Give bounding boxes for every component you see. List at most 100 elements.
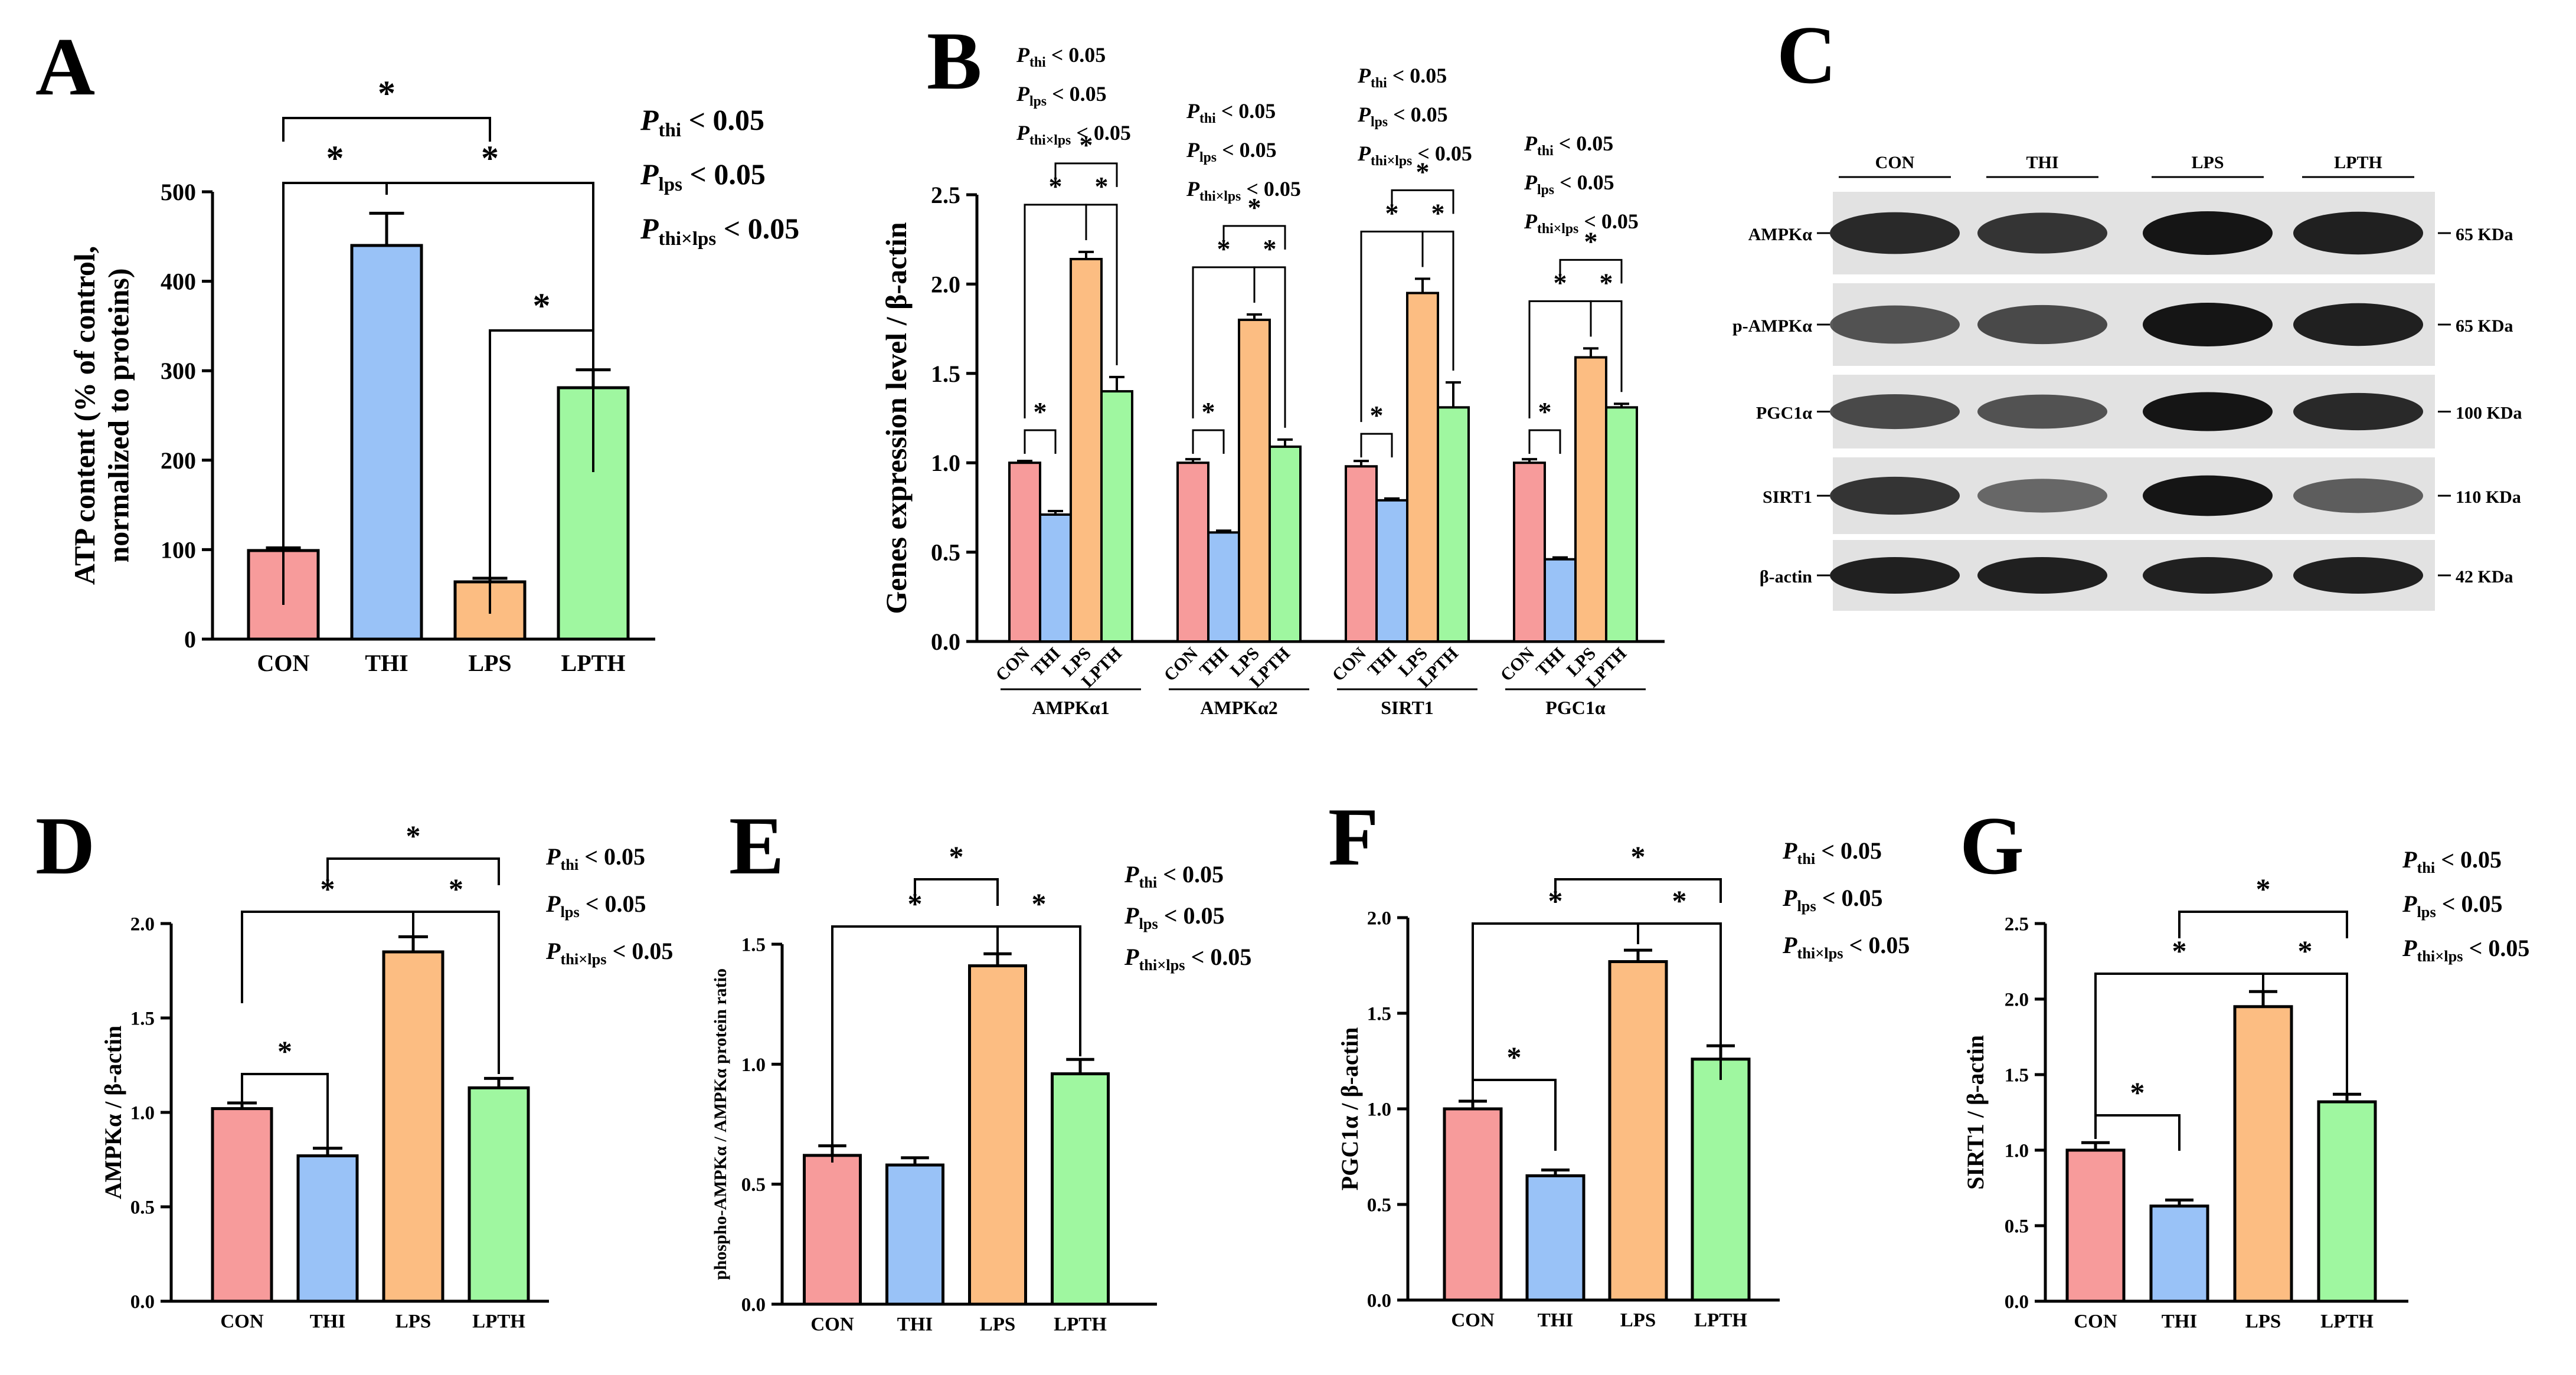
blot-band [2293,303,2423,346]
blot-row-label: PGC1α [1756,404,1812,423]
x-tick-label-con: CON [1496,643,1538,685]
stat-line: Plps < 0.05 [1357,103,1448,130]
y-tick-label: 2.5 [2005,914,2029,935]
x-tick-label-thi: THI [1532,644,1569,680]
stats-d: Pthi < 0.05 Plps < 0.05 Pthi×lps < 0.05 [545,843,673,968]
y-tick-label: 2.5 [931,182,960,208]
blot-band [1830,212,1960,254]
bar-lpth [1100,390,1133,643]
blot-band [2293,211,2423,255]
x-tick-label-thi: THI [1538,1310,1574,1331]
stats-g: Pthi < 0.05 Plps < 0.05 Pthi×lps < 0.05 [2402,846,2529,965]
bar-thi [2149,1204,2209,1303]
y-tick-label: 1.0 [1367,1099,1391,1121]
y-tick-label: 400 [161,269,196,295]
significance-bracket [1472,1079,1557,1151]
blot-band [1977,394,2107,429]
significance-star: * [1431,198,1445,228]
x-tick-label-lpth: LPTH [1694,1310,1747,1331]
stat-line: Pthi×lps < 0.05 [1124,944,1251,974]
significance-bracket [282,117,491,142]
stat-line: Plps < 0.05 [1016,82,1107,109]
bar-thi [1207,531,1240,643]
bar-lps [2233,1005,2293,1303]
y-tick-label: 0.0 [2005,1292,2029,1313]
stats-b-ampka1: Pthi < 0.05 Plps < 0.05 Pthi×lps < 0.05 [1016,43,1131,148]
y-tick-label: 100 [161,536,196,563]
bar-con [1008,461,1041,643]
stat-line: Pthi < 0.05 [545,843,645,873]
y-axis-label: ATP content (% of control, [68,246,101,585]
y-tick-label: 1.0 [2005,1141,2029,1162]
stats-b-ampka2: Pthi < 0.05 Plps < 0.05 Pthi×lps < 0.05 [1186,99,1301,204]
blot-band [1977,305,2107,345]
size-marker: 65 KDa [2456,316,2513,336]
significance-star: * [1095,171,1109,201]
stat-line: Plps < 0.05 [545,891,646,921]
significance-bracket [412,911,500,1074]
panel-letter-g: G [1960,800,2024,892]
significance-star: * [1248,192,1261,222]
significance-bracket [1528,429,1561,454]
y-tick-label: 0.5 [1367,1195,1391,1216]
significance-star: * [1263,234,1277,264]
significance-star: * [1416,156,1430,186]
lane-label-thi: THI [2026,153,2058,172]
significance-star: * [1507,1040,1522,1073]
significance-bracket [1360,433,1393,458]
blot-band [1977,479,2107,513]
y-axis-label: SIRT1 / β-actin [1962,1035,1989,1190]
y-tick-label: 0.5 [2005,1216,2029,1238]
y-axis-label: Genes expression level / β-actin [880,222,913,614]
stat-line: Pthi < 0.05 [1016,43,1106,70]
bar-lps [382,950,444,1303]
x-tick-label-lpth: LPTH [1054,1314,1107,1335]
bar-lpth [468,1086,530,1303]
panel-letter-f: F [1328,791,1379,883]
stat-line: Pthi < 0.05 [1186,99,1276,126]
significance-star: * [449,872,463,905]
x-tick-label-thi: THI [310,1311,346,1333]
significance-star: * [378,74,395,113]
y-tick-label: 2.0 [931,271,960,297]
x-tick-label-lps: LPS [1620,1310,1656,1331]
group-label: PGC1α [1545,697,1606,718]
stat-line: Pthi×lps < 0.05 [640,212,799,250]
y-tick-label: 1.5 [741,935,766,956]
bar-thi [1375,499,1408,643]
bar-con [2065,1148,2126,1303]
bar-con [1176,461,1209,643]
stat-line: Pthi×lps < 0.05 [1357,142,1472,169]
bar-con [803,1154,862,1306]
significance-bracket [1085,204,1118,365]
significance-bracket [2094,1114,2181,1151]
significance-star: * [1584,226,1598,256]
y-tick-label: 2.0 [130,914,155,935]
bar-con [211,1107,273,1303]
stat-line: Plps < 0.05 [1124,902,1225,932]
significance-star: * [949,840,964,873]
y-tick-label: 300 [161,358,196,384]
y-tick-label: 0.5 [130,1197,155,1219]
x-tick-label-thi: THI [1196,644,1233,680]
stats-a: Pthi < 0.05 Plps < 0.05 Pthi×lps < 0.05 [640,103,799,250]
x-tick-label-lpth: LPTH [561,650,626,676]
bar-thi [1544,558,1577,643]
x-tick-label-con: CON [220,1311,264,1333]
significance-star: * [1370,400,1384,430]
stat-line: Pthi < 0.05 [2402,846,2502,876]
y-tick-label: 0.0 [130,1292,155,1313]
significance-star: * [2298,934,2313,967]
significance-bracket [1024,429,1057,454]
significance-bracket [1559,258,1623,284]
significance-star: * [1600,267,1613,297]
bar-lpth [1691,1058,1751,1302]
stat-line: Plps < 0.05 [1524,171,1614,198]
bar-thi [885,1163,944,1306]
blot-band [2293,392,2423,431]
blot-row-label: SIRT1 [1763,487,1812,507]
significance-bracket [1554,878,1722,903]
significance-star: * [277,1034,292,1068]
stat-line: Pthi×lps < 0.05 [2402,935,2529,965]
